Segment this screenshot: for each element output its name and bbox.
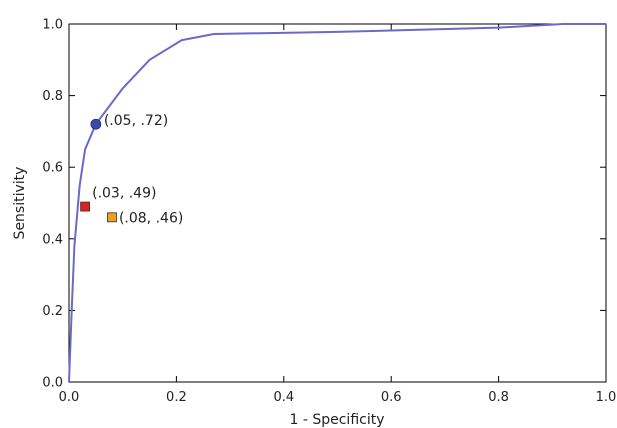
roc-curve-line <box>68 23 606 383</box>
series-layer <box>68 23 606 383</box>
x-tick-label: 0.8 <box>488 390 509 405</box>
marker-label: (.05, .72) <box>104 113 168 129</box>
x-tick-label: 0.4 <box>273 390 294 405</box>
y-tick-label: 0.2 <box>42 304 63 319</box>
y-axis-label: Sensitivity <box>12 167 28 240</box>
x-tick-label: 0.2 <box>166 390 187 405</box>
y-tick-label: 1.0 <box>42 18 63 33</box>
y-tick-label: 0.0 <box>42 376 63 391</box>
marker-label: (.03, .49) <box>92 186 156 202</box>
marker-square <box>80 201 91 212</box>
plot-area <box>68 23 607 383</box>
x-tick-label: 1.0 <box>596 390 617 405</box>
marker-square <box>107 212 117 223</box>
marker-label: (.08, .46) <box>119 210 183 226</box>
markers-layer: (.05, .72) (.03, .49) (.08, .46) <box>80 113 183 226</box>
axis-ticks: 0.0 0.2 0.4 0.6 0.8 1.0 0.0 0.2 0.4 0.6 0.8 1.0 <box>42 18 616 406</box>
marker-circle <box>90 118 102 130</box>
x-tick-label: 0.0 <box>59 390 80 405</box>
y-tick-label: 0.4 <box>42 232 63 247</box>
y-tick-label: 0.6 <box>42 161 63 176</box>
x-axis-label: 1 - Specificity <box>289 412 384 428</box>
x-tick-label: 0.6 <box>381 390 402 405</box>
y-tick-label: 0.8 <box>42 89 63 104</box>
